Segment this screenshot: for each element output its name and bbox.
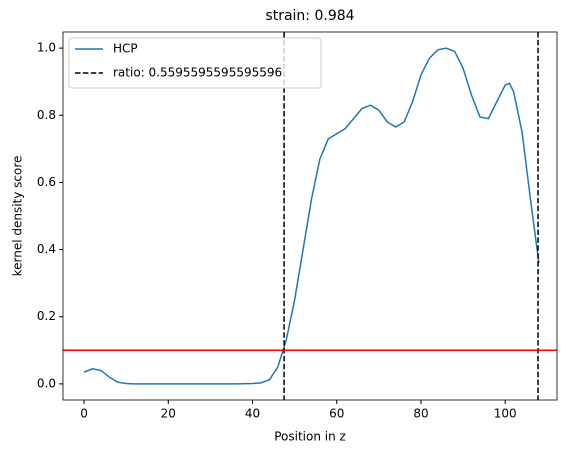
y-tick-label: 0.6 [37,175,56,189]
legend-label: ratio: 0.5595595595595596 [113,66,282,80]
data-line [83,47,540,385]
legend-label: HCP [113,42,138,56]
x-tick-label: 80 [413,407,428,421]
y-tick-label: 1.0 [37,41,56,55]
legend-box [68,37,322,89]
y-tick-label: 0.4 [37,242,56,256]
x-tick-label: 100 [494,407,517,421]
x-tick-label: 40 [245,407,260,421]
x-tick-label: 0 [80,407,88,421]
chart-title: strain: 0.984 [265,8,354,24]
y-tick-label: 0.0 [37,376,56,390]
y-axis-label: kernel density score [11,156,25,277]
y-tick-label: 0.8 [37,108,56,122]
x-tick-label: 20 [161,407,176,421]
plot-frame [62,31,558,401]
y-tick-label: 0.2 [37,309,56,323]
x-axis-label: Position in z [274,430,346,444]
x-tick-label: 60 [329,407,344,421]
